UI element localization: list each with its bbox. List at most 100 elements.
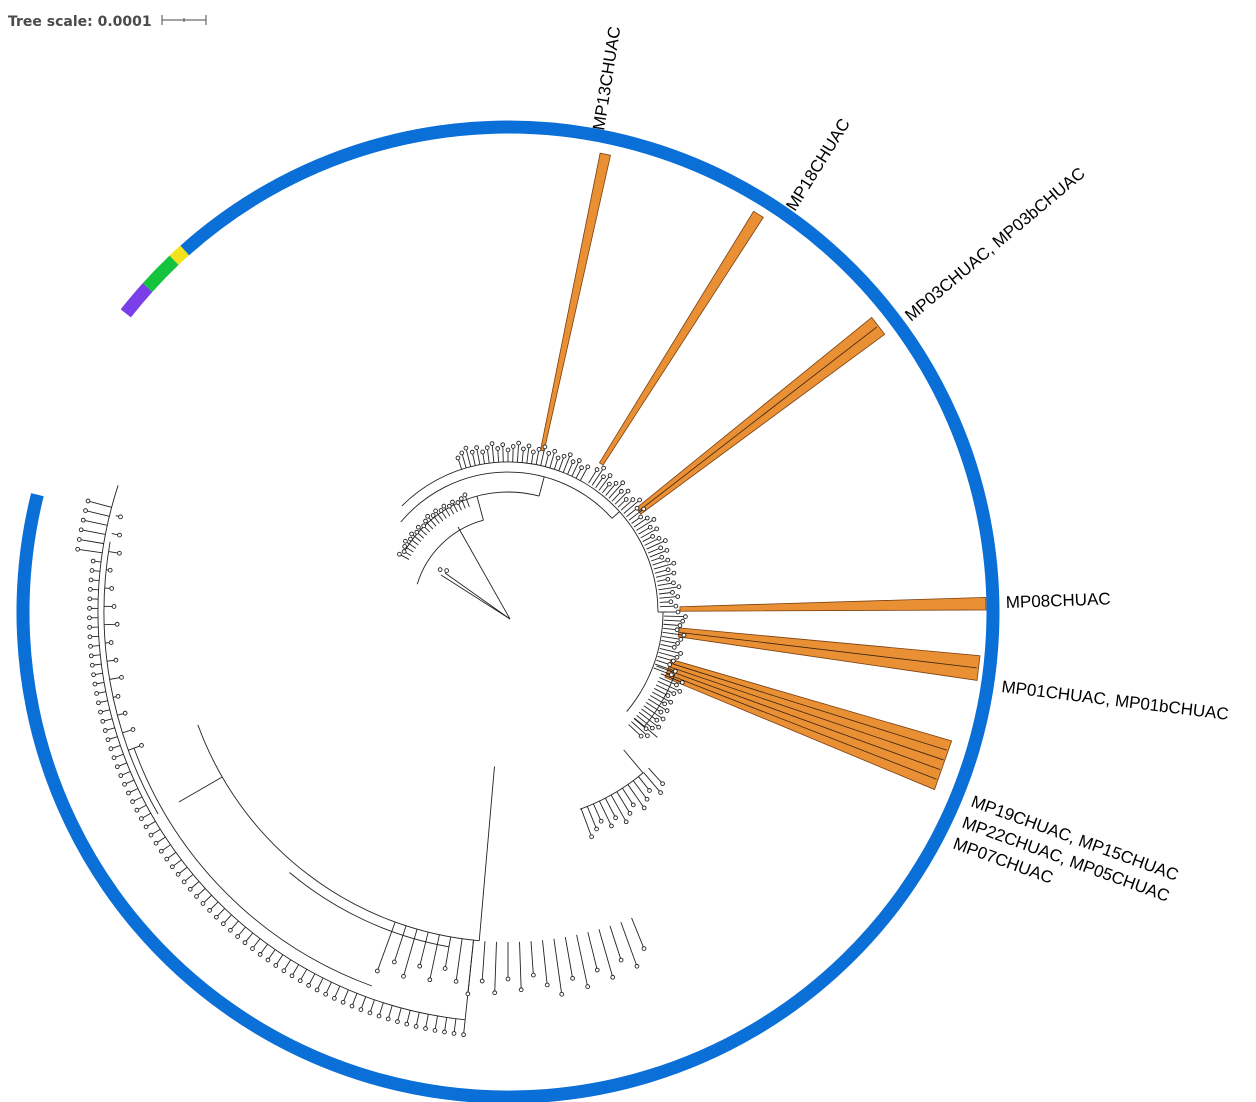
tree-tip: [676, 584, 682, 590]
tree-tip: [139, 816, 144, 821]
tree-tip: [114, 621, 120, 627]
tree-tip: [401, 973, 406, 979]
tree-tip: [656, 536, 662, 541]
tree-tip: [281, 968, 287, 974]
tree-tip: [376, 1013, 382, 1019]
tree-tip: [660, 716, 666, 722]
tree-tip: [446, 503, 452, 509]
tree-tip: [510, 444, 516, 449]
tree-tip: [87, 605, 92, 611]
tree-tip: [391, 959, 397, 965]
tree-tip: [619, 488, 624, 494]
tree-tip: [414, 529, 420, 535]
tree-tip: [649, 725, 655, 731]
wedge-mp19-group: [664, 658, 953, 791]
tree-tip: [674, 627, 680, 633]
tree-tip: [479, 978, 485, 984]
tree-tip: [601, 465, 606, 471]
tree-tip: [88, 653, 94, 659]
tree-tip: [119, 675, 124, 680]
tree-tip: [374, 968, 380, 974]
tree-tip: [668, 699, 674, 705]
tree-branches: [79, 445, 684, 1033]
tree-tip: [114, 764, 120, 770]
tree-tip: [505, 976, 511, 982]
tree-tip: [75, 546, 81, 552]
tree-tip: [659, 554, 665, 560]
clade-label-mp01: MP01CHUAC, MP01bCHUAC: [1001, 677, 1230, 724]
tree-tip: [670, 590, 675, 595]
tree-tips: [75, 440, 688, 1038]
tree-tip: [409, 531, 414, 537]
tree-tip: [214, 914, 219, 920]
tree-tip: [453, 979, 459, 984]
tree-tip: [461, 1032, 466, 1038]
tree-tip: [306, 983, 311, 988]
tree-tip: [458, 496, 464, 502]
tree-tip: [594, 826, 599, 832]
tree-tip: [664, 708, 670, 713]
tree-tip: [402, 544, 408, 549]
tree-tip: [671, 560, 677, 566]
tree-tip: [122, 781, 127, 787]
tree-tip: [675, 609, 681, 615]
tree-tip: [665, 557, 671, 563]
tree-tip: [526, 443, 532, 449]
tree-tip: [433, 508, 438, 514]
tree-tip: [654, 717, 660, 723]
tree-tip: [423, 1026, 428, 1031]
tree-tip: [664, 548, 670, 553]
tree-tip: [413, 1024, 419, 1029]
tree-tip: [437, 567, 443, 572]
tree-tip: [570, 975, 575, 981]
tree-tip: [455, 455, 461, 461]
tree-tip: [105, 737, 111, 743]
tree-tip: [111, 755, 117, 761]
highlight-wedges: [540, 152, 987, 791]
tree-tip: [598, 818, 604, 824]
tree-tip: [505, 447, 511, 453]
tree-tip: [130, 727, 136, 732]
tree-tip: [576, 458, 582, 463]
tree-tip: [451, 1031, 457, 1036]
tree-tip: [675, 594, 681, 599]
tree-tip: [625, 488, 631, 494]
tree-tip: [358, 1007, 364, 1012]
tree-tip: [465, 991, 471, 997]
tree-tip: [432, 1028, 438, 1033]
strip-segment-yellow: [169, 245, 190, 265]
tree-tip: [76, 537, 82, 542]
tree-tip: [658, 790, 663, 795]
tree-tip: [98, 709, 103, 715]
tree-tip: [474, 445, 479, 450]
tree-tip: [102, 728, 108, 733]
tree-tip: [609, 823, 614, 829]
tree-tip: [641, 805, 647, 811]
tree-tip: [680, 618, 686, 624]
tree-tip: [531, 972, 536, 978]
tree-tip: [117, 550, 122, 556]
tree-tip: [88, 577, 94, 583]
tree-tip: [665, 693, 671, 698]
tree-tip: [674, 654, 680, 660]
tree-tip: [579, 465, 584, 471]
tree-tip: [94, 691, 99, 696]
tree-tip: [607, 473, 613, 478]
tree-tip: [627, 811, 633, 816]
tree-tip: [681, 632, 687, 638]
tree-tip: [677, 689, 683, 694]
tree-tip: [672, 668, 678, 674]
tree-tip: [340, 999, 346, 1005]
tree-tip: [80, 517, 86, 523]
tree-tip: [641, 946, 647, 951]
outer-color-ring: [16, 120, 1000, 1102]
tree-tip: [430, 513, 436, 518]
tree-tip: [662, 701, 667, 707]
tree-tip: [367, 1010, 373, 1016]
tree-tip: [552, 448, 558, 454]
wedge-mp18: [598, 210, 764, 466]
tree-tip: [404, 1021, 410, 1027]
tree-tip: [561, 453, 567, 459]
tree-scale-label: Tree scale: 0.0001: [8, 14, 152, 30]
tree-tip: [164, 856, 170, 862]
